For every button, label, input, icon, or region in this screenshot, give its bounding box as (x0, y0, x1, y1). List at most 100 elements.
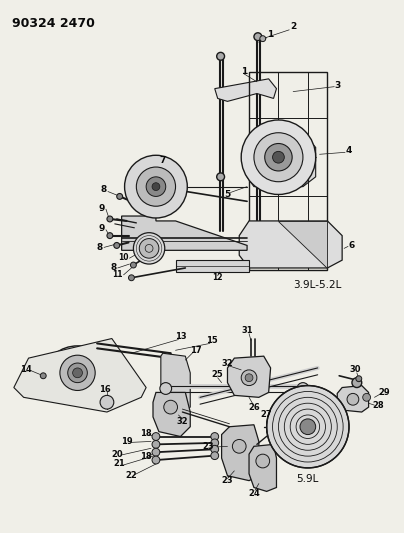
Text: 8: 8 (97, 243, 103, 252)
Circle shape (152, 183, 160, 191)
Circle shape (73, 368, 82, 378)
Circle shape (128, 275, 135, 281)
Text: 2: 2 (290, 22, 296, 31)
Circle shape (146, 177, 166, 197)
Polygon shape (122, 216, 247, 251)
Text: 5: 5 (224, 190, 231, 199)
Text: 23: 23 (202, 442, 214, 451)
Circle shape (232, 440, 246, 453)
Text: 8: 8 (101, 185, 107, 194)
Circle shape (152, 433, 160, 440)
Text: 90324 2470: 90324 2470 (12, 17, 95, 30)
Text: 16: 16 (99, 385, 111, 394)
Text: 23: 23 (222, 476, 233, 485)
Circle shape (136, 167, 176, 206)
Circle shape (267, 385, 349, 468)
Polygon shape (215, 79, 276, 101)
Text: 8: 8 (111, 263, 117, 272)
Text: 27: 27 (261, 410, 272, 419)
Circle shape (300, 419, 316, 434)
Text: 32: 32 (222, 359, 233, 368)
Polygon shape (153, 392, 190, 437)
Circle shape (133, 233, 165, 264)
Text: 29: 29 (379, 388, 390, 397)
Circle shape (100, 395, 114, 409)
Circle shape (160, 383, 172, 394)
Circle shape (152, 448, 160, 456)
Circle shape (273, 151, 284, 163)
Text: 25: 25 (212, 370, 223, 379)
Circle shape (107, 233, 113, 239)
Text: 7: 7 (160, 156, 166, 165)
Text: 5.9L: 5.9L (297, 474, 319, 483)
Polygon shape (337, 385, 368, 412)
Circle shape (217, 52, 225, 60)
Polygon shape (161, 353, 190, 412)
Text: 15: 15 (206, 336, 218, 345)
Text: 32: 32 (177, 417, 188, 426)
Circle shape (124, 155, 187, 218)
Text: 14: 14 (20, 366, 32, 374)
Polygon shape (239, 221, 342, 268)
Text: 12: 12 (213, 273, 223, 282)
Circle shape (130, 262, 136, 268)
Circle shape (256, 454, 269, 468)
Circle shape (265, 143, 292, 171)
Text: 17: 17 (190, 346, 202, 355)
Circle shape (211, 446, 219, 453)
Circle shape (117, 193, 123, 199)
Ellipse shape (46, 346, 109, 400)
Polygon shape (222, 425, 259, 481)
Circle shape (68, 363, 87, 383)
Text: 30: 30 (349, 366, 361, 374)
Text: 26: 26 (248, 402, 260, 411)
Polygon shape (247, 133, 316, 187)
Text: 3.9L-5.2L: 3.9L-5.2L (293, 280, 342, 289)
Text: 11: 11 (112, 270, 123, 279)
Circle shape (297, 383, 309, 394)
Circle shape (152, 456, 160, 464)
Polygon shape (278, 221, 327, 268)
Text: 21: 21 (114, 459, 126, 469)
Circle shape (217, 173, 225, 181)
Circle shape (211, 439, 219, 447)
Polygon shape (249, 445, 276, 491)
Circle shape (254, 133, 303, 182)
Text: 31: 31 (241, 326, 253, 335)
Text: 13: 13 (175, 332, 186, 341)
Text: 4: 4 (346, 146, 352, 155)
Circle shape (139, 239, 159, 258)
Text: 24: 24 (248, 489, 260, 498)
Circle shape (114, 243, 120, 248)
Circle shape (107, 216, 113, 222)
Text: 6: 6 (349, 241, 355, 250)
Text: 10: 10 (118, 253, 129, 262)
Circle shape (211, 452, 219, 459)
Circle shape (260, 36, 266, 42)
Circle shape (245, 374, 253, 382)
Text: 9: 9 (99, 204, 105, 213)
Circle shape (347, 393, 359, 405)
Circle shape (241, 120, 316, 195)
Text: 19: 19 (121, 437, 133, 446)
Text: 18: 18 (140, 429, 152, 438)
Text: 28: 28 (372, 401, 384, 410)
Text: 20: 20 (111, 450, 122, 459)
Circle shape (211, 433, 219, 440)
Circle shape (363, 393, 370, 401)
Polygon shape (176, 260, 249, 272)
Text: 18: 18 (140, 451, 152, 461)
Circle shape (164, 400, 177, 414)
Circle shape (356, 376, 362, 382)
Circle shape (254, 33, 262, 41)
Circle shape (352, 378, 362, 387)
Text: 22: 22 (126, 471, 137, 480)
Text: 9: 9 (99, 224, 105, 233)
Text: 1: 1 (241, 68, 247, 76)
Polygon shape (227, 356, 271, 397)
Text: 3: 3 (334, 81, 340, 90)
Circle shape (40, 373, 46, 379)
Circle shape (152, 440, 160, 448)
Circle shape (254, 173, 262, 181)
Circle shape (60, 355, 95, 391)
